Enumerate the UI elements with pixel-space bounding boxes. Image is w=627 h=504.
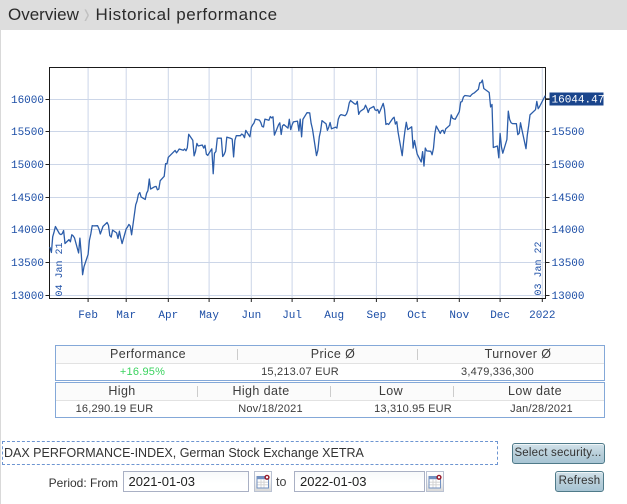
svg-text:16044.47: 16044.47 xyxy=(552,95,605,107)
svg-text:Mar: Mar xyxy=(116,310,136,322)
svg-text:13500: 13500 xyxy=(552,258,585,270)
svg-text:04 Jan 21: 04 Jan 21 xyxy=(55,242,66,296)
svg-text:May: May xyxy=(199,310,219,322)
svg-text:14500: 14500 xyxy=(552,193,585,205)
svg-text:15500: 15500 xyxy=(11,127,44,139)
svg-text:15000: 15000 xyxy=(11,160,44,172)
svg-text:Aug: Aug xyxy=(324,310,344,322)
svg-text:Dec: Dec xyxy=(490,310,510,322)
svg-text:Apr: Apr xyxy=(158,310,178,322)
svg-text:14000: 14000 xyxy=(11,225,44,237)
svg-text:13000: 13000 xyxy=(552,291,585,303)
svg-text:Oct: Oct xyxy=(407,310,427,322)
svg-text:Jun: Jun xyxy=(241,310,261,322)
svg-text:14000: 14000 xyxy=(552,225,585,237)
svg-text:13500: 13500 xyxy=(11,258,44,270)
svg-text:15000: 15000 xyxy=(552,160,585,172)
svg-text:16000: 16000 xyxy=(11,95,44,107)
svg-text:15500: 15500 xyxy=(552,127,585,139)
svg-text:13000: 13000 xyxy=(11,291,44,303)
svg-text:2022: 2022 xyxy=(529,310,555,322)
svg-text:14500: 14500 xyxy=(11,193,44,205)
svg-text:03 Jan 22: 03 Jan 22 xyxy=(534,241,545,295)
svg-text:Nov: Nov xyxy=(449,310,469,322)
svg-text:Sep: Sep xyxy=(366,310,386,322)
svg-text:Jul: Jul xyxy=(282,310,302,322)
svg-text:Feb: Feb xyxy=(78,310,98,322)
